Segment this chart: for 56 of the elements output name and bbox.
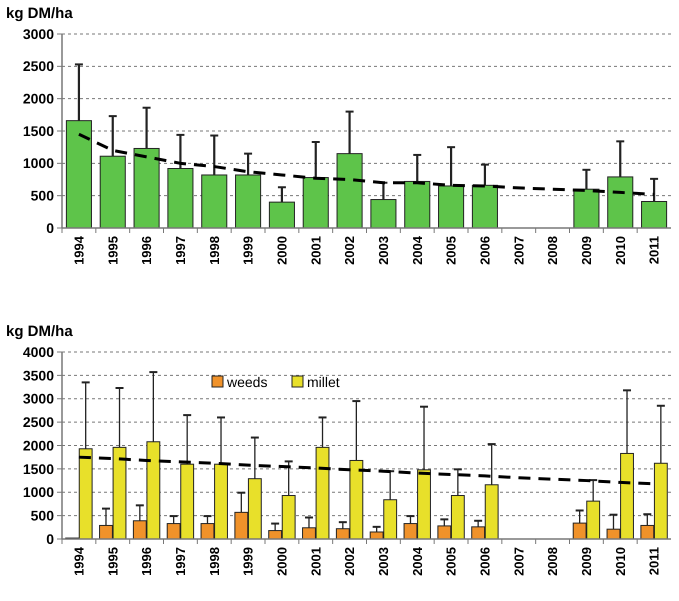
x-tick-label: 2001 [308,236,324,265]
x-tick-label: 2009 [578,236,594,265]
x-tick-label: 2002 [342,236,358,265]
y-tick-label: 2500 [22,58,54,74]
x-tick-label: 1996 [139,547,154,576]
x-tick-label: 2011 [646,547,662,576]
x-tick-label: 1995 [105,547,120,576]
x-tick-label: 2004 [410,235,425,265]
y-tick-label: 1500 [22,122,54,139]
x-tick-label: 2009 [578,547,594,576]
x-tick-label: 2007 [511,547,526,576]
y-tick-label: 4000 [22,344,54,360]
legend-label: millet [307,374,340,390]
y-tick-label: 1500 [22,460,54,477]
x-tick-label: 1994 [71,235,86,265]
x-tick-label: 2008 [545,547,560,576]
y-tick-label: 1000 [22,484,54,500]
legend-label: weeds [226,374,268,390]
x-tick-label: 2008 [545,236,560,265]
y-tick-label: 0 [46,530,54,547]
x-tick-label: 1996 [139,236,154,265]
y-tick-label: 500 [30,188,54,204]
x-tick-label: 2006 [477,547,492,576]
y-tick-label: 1000 [22,155,54,172]
y-tick-label: 2000 [22,90,54,107]
x-tick-label: 2000 [274,547,290,576]
x-tick-label: 2005 [444,547,459,576]
x-tick-label: 2010 [612,236,628,265]
y-tick-label: 3000 [22,26,54,42]
y-axis-title: kg DM/ha [6,5,74,22]
x-tick-label: 2011 [646,236,662,264]
y-tick-label: 0 [46,220,54,236]
x-tick-label: 2007 [511,236,526,265]
y-tick-label: 3500 [22,367,54,384]
x-tick-label: 1994 [71,546,86,576]
x-tick-label: 2002 [342,547,358,576]
y-tick-label: 500 [30,508,54,524]
x-tick-label: 2003 [376,236,391,265]
y-tick-label: 3000 [22,390,54,407]
x-tick-label: 2000 [274,236,290,265]
y-tick-label: 2000 [22,437,54,454]
x-tick-label: 2005 [444,236,459,265]
y-tick-label: 2500 [22,414,54,430]
x-tick-label: 2006 [477,236,492,265]
x-tick-label: 2004 [410,546,425,576]
x-tick-label: 2010 [612,547,628,576]
x-tick-label: 1998 [206,547,222,576]
x-tick-label: 1997 [172,236,188,265]
x-tick-label: 1998 [206,236,222,265]
y-axis-title: kg DM/ha [6,323,74,340]
x-tick-label: 1997 [172,547,188,576]
x-tick-label: 1995 [105,236,120,265]
x-tick-label: 1999 [240,236,256,265]
x-tick-label: 2001 [308,547,324,576]
x-tick-label: 2003 [376,547,391,576]
x-tick-label: 1999 [240,547,256,576]
